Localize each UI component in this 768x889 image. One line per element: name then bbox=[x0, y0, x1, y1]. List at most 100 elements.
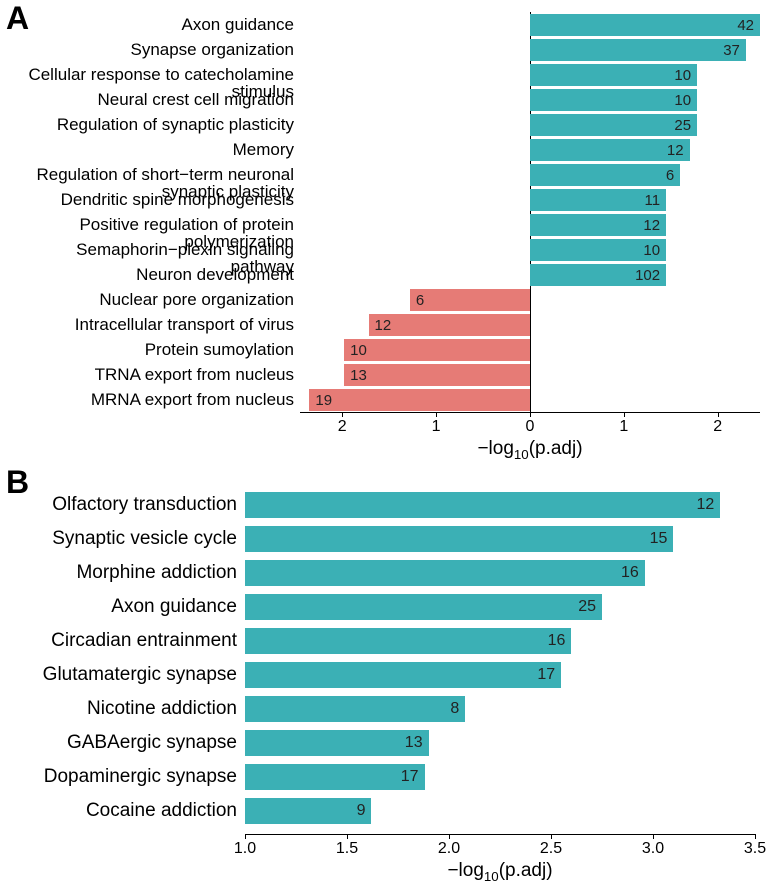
panel-b-bar: 17 bbox=[245, 764, 425, 790]
panel-a-bar: 25 bbox=[530, 114, 697, 136]
panel-a-bar: 6 bbox=[410, 289, 530, 311]
panel-b-tick bbox=[653, 834, 654, 839]
panel-b-bar-count: 9 bbox=[357, 802, 366, 820]
panel-b-row-label: Cocaine addiction bbox=[2, 801, 237, 821]
panel-a-bar: 11 bbox=[530, 189, 666, 211]
panel-a-bar-count: 10 bbox=[643, 242, 660, 259]
panel-a-bar-count: 10 bbox=[350, 342, 367, 359]
panel-a-bar: 10 bbox=[530, 64, 697, 86]
panel-b-bar-count: 25 bbox=[578, 598, 596, 616]
panel-a-row-label: Synapse organization bbox=[0, 41, 294, 59]
panel-b-tick-label: 3.5 bbox=[744, 840, 766, 858]
panel-b-bar: 13 bbox=[245, 730, 429, 756]
panel-a-row-label: MRNA export from nucleus bbox=[0, 391, 294, 409]
panel-a-bar: 12 bbox=[530, 214, 666, 236]
panel-b-tick bbox=[551, 834, 552, 839]
panel-b-bar-count: 12 bbox=[697, 496, 715, 514]
panel-b-bar: 8 bbox=[245, 696, 465, 722]
panel-b-bar: 25 bbox=[245, 594, 602, 620]
panel-b-row-label: Glutamatergic synapse bbox=[2, 665, 237, 685]
panel-b-tick bbox=[755, 834, 756, 839]
panel-b-bar-count: 17 bbox=[537, 666, 555, 684]
panel-a-tick bbox=[624, 412, 625, 417]
panel-b-tick bbox=[347, 834, 348, 839]
panel-b-tick bbox=[245, 834, 246, 839]
panel-a-bar: 10 bbox=[344, 339, 530, 361]
panel-a-tick bbox=[718, 412, 719, 417]
panel-a-bar: 13 bbox=[344, 364, 530, 386]
panel-a-row-label: Dendritic spine morphogenesis bbox=[0, 191, 294, 209]
panel-a-bar: 10 bbox=[530, 239, 666, 261]
panel-a-row-label: Axon guidance bbox=[0, 16, 294, 34]
panel-b-row-label: GABAergic synapse bbox=[2, 733, 237, 753]
panel-b-bar-count: 16 bbox=[548, 632, 566, 650]
panel-a-row-label: Neural crest cell migration bbox=[0, 91, 294, 109]
panel-a-bar-count: 10 bbox=[674, 67, 691, 84]
panel-a-row-label: Protein sumoylation bbox=[0, 341, 294, 359]
panel-a-row-label: Memory bbox=[0, 141, 294, 159]
panel-a-bar: 10 bbox=[530, 89, 697, 111]
panel-a-bar-count: 19 bbox=[315, 392, 332, 409]
panel-b-tick-label: 2.5 bbox=[540, 840, 562, 858]
panel-b-tick bbox=[449, 834, 450, 839]
panel-a-bar-count: 11 bbox=[645, 192, 661, 209]
panel-b-bar: 16 bbox=[245, 560, 645, 586]
panel-a-bar-count: 42 bbox=[737, 17, 754, 34]
panel-a-tick bbox=[342, 412, 343, 417]
panel-a-tick bbox=[436, 412, 437, 417]
panel-b-plot: Olfactory transduction12Synaptic vesicle… bbox=[245, 488, 755, 835]
panel-b-tick-label: 2.0 bbox=[438, 840, 460, 858]
panel-b-axis-title: −log10(p.adj) bbox=[447, 860, 552, 884]
panel-a-row-label: Neuron development bbox=[0, 266, 294, 284]
panel-a-bar: 42 bbox=[530, 14, 760, 36]
panel-a-bar: 102 bbox=[530, 264, 666, 286]
panel-a-bar-count: 13 bbox=[350, 367, 367, 384]
panel-a-bar: 6 bbox=[530, 164, 680, 186]
panel-b-bar-count: 15 bbox=[650, 530, 668, 548]
panel-a-tick-label: 1 bbox=[619, 418, 628, 436]
panel-a: A Axon guidance42Synapse organization37C… bbox=[0, 0, 768, 470]
panel-a-bar-count: 37 bbox=[723, 42, 740, 59]
panel-a-tick-label: 2 bbox=[338, 418, 347, 436]
panel-a-row-label: Nuclear pore organization bbox=[0, 291, 294, 309]
panel-b: B Olfactory transduction12Synaptic vesic… bbox=[0, 470, 768, 889]
panel-a-row-label: TRNA export from nucleus bbox=[0, 366, 294, 384]
panel-b-bar: 17 bbox=[245, 662, 561, 688]
panel-a-bar: 12 bbox=[369, 314, 530, 336]
panel-a-tick bbox=[530, 412, 531, 417]
panel-b-bar-count: 17 bbox=[401, 768, 419, 786]
panel-a-plot: Axon guidance42Synapse organization37Cel… bbox=[300, 12, 760, 413]
panel-a-bar-count: 12 bbox=[667, 142, 684, 159]
panel-a-tick-label: 0 bbox=[526, 418, 535, 436]
panel-a-bar: 12 bbox=[530, 139, 690, 161]
panel-b-row-label: Circadian entrainment bbox=[2, 631, 237, 651]
panel-b-bar-count: 16 bbox=[621, 564, 639, 582]
panel-b-bar-count: 13 bbox=[405, 734, 423, 752]
panel-b-row-label: Synaptic vesicle cycle bbox=[2, 529, 237, 549]
panel-b-row-label: Morphine addiction bbox=[2, 563, 237, 583]
panel-a-bar: 37 bbox=[530, 39, 746, 61]
panel-a-bar-count: 102 bbox=[635, 267, 660, 284]
panel-b-row-label: Olfactory transduction bbox=[2, 495, 237, 515]
figure: A Axon guidance42Synapse organization37C… bbox=[0, 0, 768, 889]
panel-a-bar-count: 12 bbox=[643, 217, 660, 234]
panel-a-tick-label: 2 bbox=[713, 418, 722, 436]
panel-a-bar-count: 12 bbox=[375, 317, 392, 334]
panel-a-bar-count: 6 bbox=[666, 167, 674, 184]
panel-b-bar: 9 bbox=[245, 798, 371, 824]
panel-a-bar-count: 25 bbox=[674, 117, 691, 134]
panel-b-tick-label: 3.0 bbox=[642, 840, 664, 858]
panel-a-axis-title: −log10(p.adj) bbox=[477, 438, 582, 462]
panel-b-bar: 12 bbox=[245, 492, 720, 518]
panel-a-bar: 19 bbox=[309, 389, 530, 411]
panel-b-row-label: Axon guidance bbox=[2, 597, 237, 617]
panel-a-tick-label: 1 bbox=[432, 418, 441, 436]
panel-a-row-label: Intracellular transport of virus bbox=[0, 316, 294, 334]
panel-b-row-label: Nicotine addiction bbox=[2, 699, 237, 719]
panel-b-bar: 16 bbox=[245, 628, 571, 654]
panel-b-tick-label: 1.0 bbox=[234, 840, 256, 858]
panel-a-bar-count: 10 bbox=[674, 92, 691, 109]
panel-b-tick-label: 1.5 bbox=[336, 840, 358, 858]
panel-b-row-label: Dopaminergic synapse bbox=[2, 767, 237, 787]
panel-a-bar-count: 6 bbox=[416, 292, 424, 309]
